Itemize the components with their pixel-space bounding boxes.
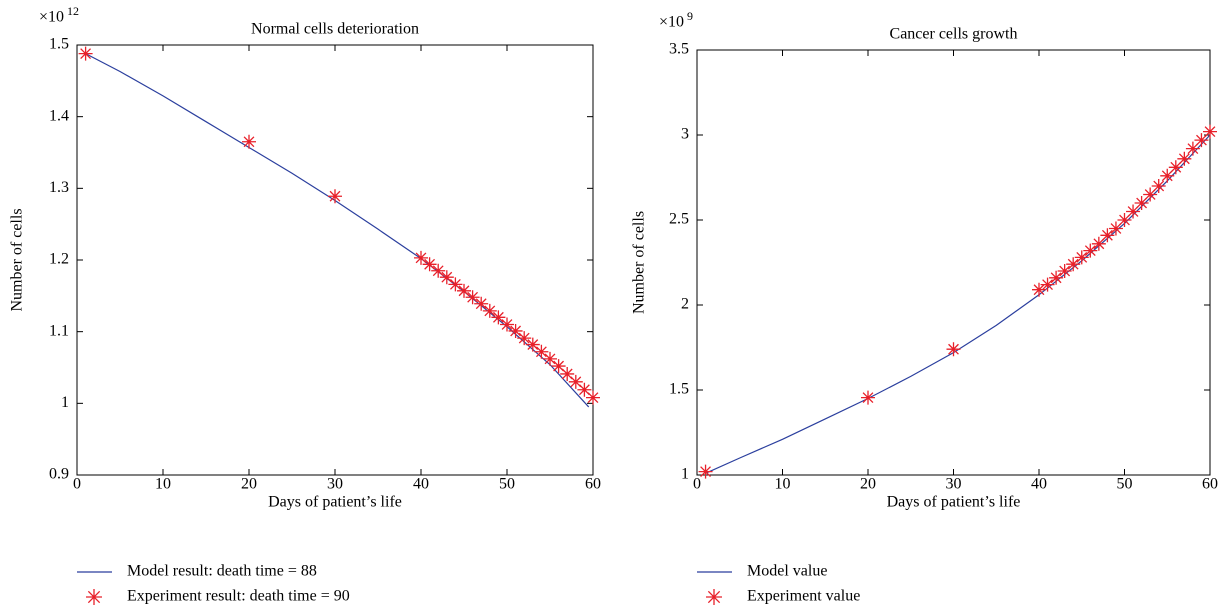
data-point [328,189,342,204]
x-tick-label: 50 [1117,476,1133,493]
data-point [1151,179,1166,193]
data-point [586,390,600,405]
data-point [465,290,480,305]
x-tick-label: 50 [499,476,515,493]
y-axis-label: Number of cells [9,208,26,311]
data-point [1057,264,1072,278]
data-line [705,134,1211,474]
legend-label: Model value [747,563,827,580]
data-point [698,464,713,479]
y-multiplier-exponent: 12 [67,4,79,18]
x-tick-label: 0 [693,476,701,493]
data-point [482,303,497,318]
data-point [1185,141,1200,156]
data-point [491,310,506,325]
data-point [242,134,256,149]
data-point [1168,160,1183,175]
data-point [1091,236,1106,251]
chart-title: Cancer cells growth [890,26,1018,43]
data-point [1100,228,1115,243]
x-tick-label: 10 [155,476,171,493]
x-tick-label: 20 [860,476,876,493]
y-tick-label: 1.3 [49,179,69,196]
legend-label: Experiment result: death time = 90 [127,588,350,605]
data-point [525,337,540,352]
data-point [439,270,454,285]
data-point [534,344,549,359]
legend-marker [86,589,102,605]
y-tick-label: 3.5 [669,41,689,58]
x-tick-label: 30 [946,476,962,493]
data-point [1126,204,1141,219]
data-point [448,277,463,292]
data-point [1203,124,1217,139]
x-tick-label: 30 [327,476,343,493]
data-point [1134,196,1149,210]
x-tick-label: 20 [241,476,257,493]
data-point [1049,270,1064,285]
data-point [517,331,532,346]
data-point [1040,277,1055,292]
x-tick-label: 10 [775,476,791,493]
data-point [431,263,446,278]
y-axis-label: Number of cells [631,211,648,314]
data-point [568,374,583,389]
data-point [1194,133,1209,148]
y-tick-label: 1.5 [669,381,689,398]
data-point [1160,168,1175,183]
data-point [1177,151,1192,166]
y-tick-label: 2 [681,296,689,313]
x-tick-label: 40 [1031,476,1047,493]
data-point [946,342,961,357]
y-multiplier: ×10 [659,14,684,31]
x-axis-label: Days of patient’s life [887,494,1021,511]
y-tick-label: 3 [681,126,689,143]
y-tick-label: 1.1 [49,322,69,339]
plot-frame [76,44,594,476]
data-point [1143,187,1158,202]
x-tick-label: 40 [413,476,429,493]
legend-marker [706,589,722,605]
data-point [1083,243,1098,258]
x-tick-label: 60 [585,476,601,493]
chart-title: Normal cells deterioration [251,21,419,38]
y-tick-label: 1.4 [49,107,69,124]
y-multiplier: ×10 [39,9,64,26]
plot-frame [696,49,1211,476]
data-point [414,250,428,265]
data-point [1108,221,1123,236]
data-line [85,53,590,408]
data-point [1117,213,1132,227]
x-tick-label: 0 [73,476,81,493]
y-tick-label: 1 [681,466,689,483]
data-point [1032,282,1046,297]
legend-label: Model result: death time = 88 [127,563,317,580]
data-point [577,382,592,397]
y-tick-label: 2.5 [669,211,689,228]
y-tick-label: 1 [61,394,69,411]
data-point [560,366,575,381]
data-point [474,296,489,311]
data-point [1066,257,1081,272]
data-point [508,323,523,338]
data-point [543,351,557,366]
y-tick-label: 0.9 [49,466,69,483]
y-multiplier-exponent: 9 [687,9,693,23]
data-point [457,283,471,298]
x-axis-label: Days of patient’s life [268,494,402,511]
y-tick-label: 1.2 [49,251,69,268]
legend-label: Experiment value [747,588,860,605]
x-tick-label: 60 [1202,476,1218,493]
data-point [861,390,875,405]
y-tick-label: 1.5 [49,36,69,53]
data-point [500,317,514,332]
data-point [551,359,566,374]
data-point [1074,250,1089,265]
data-point [78,46,93,61]
data-point [422,257,437,272]
